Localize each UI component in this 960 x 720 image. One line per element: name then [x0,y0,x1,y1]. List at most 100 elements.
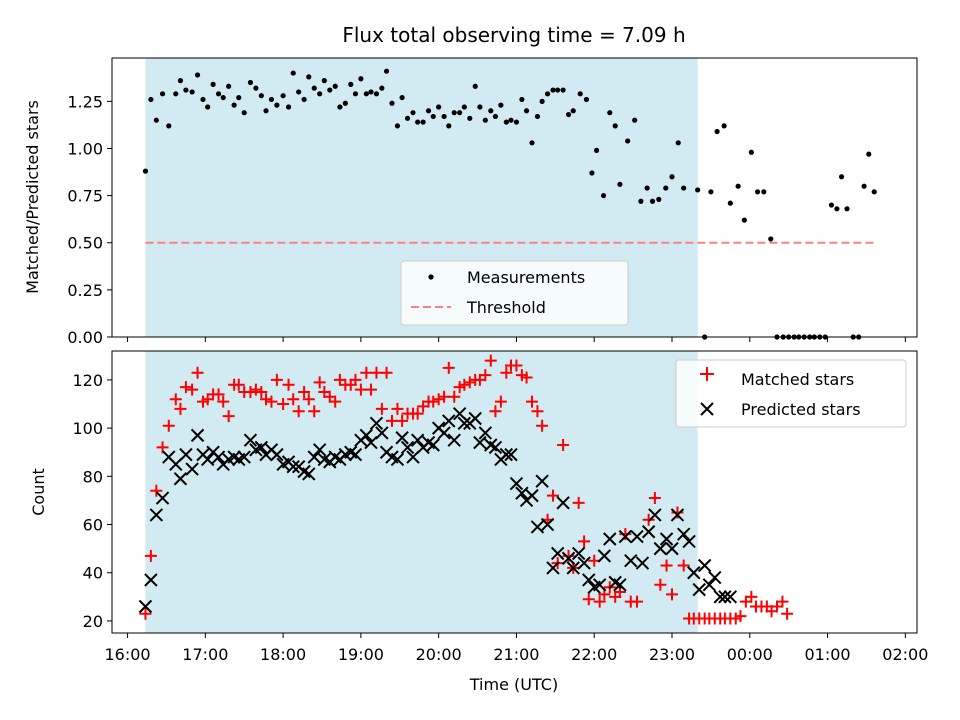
measurement-point [534,113,541,120]
matched-star-point [162,419,175,432]
matched-star-point [438,390,451,403]
count-y-axis-label: Count [29,468,48,516]
predicted-star-point [447,433,461,447]
legend-threshold-label: Threshold [466,298,546,317]
measurement-point [617,181,623,187]
measurement-point [379,85,385,91]
measurement-point [727,200,733,206]
measurement-point [285,104,292,110]
measurement-point [681,185,687,191]
predicted-star-point [155,491,170,505]
x-tick-label: 01:00 [805,645,851,664]
measurement-point [274,102,280,108]
matched-star-point [479,369,492,382]
matched-star-point [494,395,507,408]
measurement-point [768,236,774,242]
measurement-point [420,119,426,125]
matched-star-point [277,398,290,411]
measurement-point [589,170,595,176]
legend-matched-marker [700,367,714,381]
measurement-point [477,104,483,110]
measurement-point [258,93,264,99]
predicted-star-point [375,426,389,440]
matched-star-point [572,496,585,509]
measurement-point [721,123,727,129]
measurement-point [430,113,436,120]
matched-star-point [375,402,388,415]
measurement-point [632,117,638,123]
x-axis-label: Time (UTC) [469,675,558,694]
matched-star-point [484,354,497,367]
measurement-point [352,91,359,97]
matched-star-point [365,383,377,396]
matched-star-point [648,492,661,505]
predicted-star-point [499,447,514,462]
measurement-point [638,198,644,204]
matched-star-point [500,366,513,379]
measurement-point [148,96,154,103]
matched-star-point [671,506,684,519]
count-plot-frame [111,350,918,634]
matched-star-point [781,607,794,620]
x-tick-label: 20:00 [416,645,462,664]
measurement-point [570,108,576,114]
measurement-point [871,189,877,195]
predicted-star-point [630,529,644,544]
predicted-star-point [426,438,440,452]
matched-star-point [489,405,502,418]
measurement-point [828,202,835,208]
legend-predicted-marker [700,402,714,416]
matched-star-point [562,549,575,562]
measurement-point [519,96,525,103]
matched-star-point [666,588,678,601]
predicted-star-point [478,426,493,440]
predicted-star-point [488,440,503,455]
matched-star-point [212,388,225,401]
count-y-tick-label: 20 [83,612,103,631]
measurement-point [441,113,447,120]
matched-star-point [526,395,538,408]
measurement-point [425,108,432,114]
matched-star-point [287,393,300,406]
count-y-tick-label: 120 [72,371,103,390]
matched-star-point [169,393,182,406]
predicted-star-point [364,435,378,450]
predicted-star-point [437,426,451,440]
measurement-point [748,149,754,155]
measurement-point [215,91,222,97]
ratio-y-tick-label: 1.25 [67,92,103,111]
count-y-tick-label: 40 [83,564,103,583]
count-y-tick-label: 60 [83,516,103,535]
measurement-point [410,110,416,116]
measurement-point [236,94,242,101]
matched-star-point [370,366,383,379]
measurement-point [200,96,206,103]
measurement-point [577,91,583,97]
predicted-star-point [682,534,696,549]
predicted-star-point [138,599,153,614]
measurement-point [415,119,421,125]
predicted-star-point [723,590,738,604]
measurement-point [861,183,867,189]
measurement-point [834,206,840,212]
matched-star-point [442,361,455,374]
measurement-point [565,111,572,118]
count-panel: 16:00 17:00 18:00 19:00 20:00 21:00 22:00 23:00… [29,350,928,694]
predicted-star-point [566,561,580,575]
matched-star-point [776,595,789,608]
matched-star-point [531,405,544,418]
matched-star-point [660,559,673,572]
predicted-star-point [243,433,258,447]
matched-star-point [313,376,326,389]
measurement-point [296,89,302,95]
matched-star-point [308,405,321,418]
predicted-star-point [665,541,679,556]
predicted-star-point [254,440,269,455]
measurement-point [669,174,675,180]
predicted-star-point [708,570,722,585]
matched-star-point [391,402,404,415]
matched-star-point [260,393,272,406]
predicted-star-point [546,561,560,575]
measurement-point [311,85,317,91]
